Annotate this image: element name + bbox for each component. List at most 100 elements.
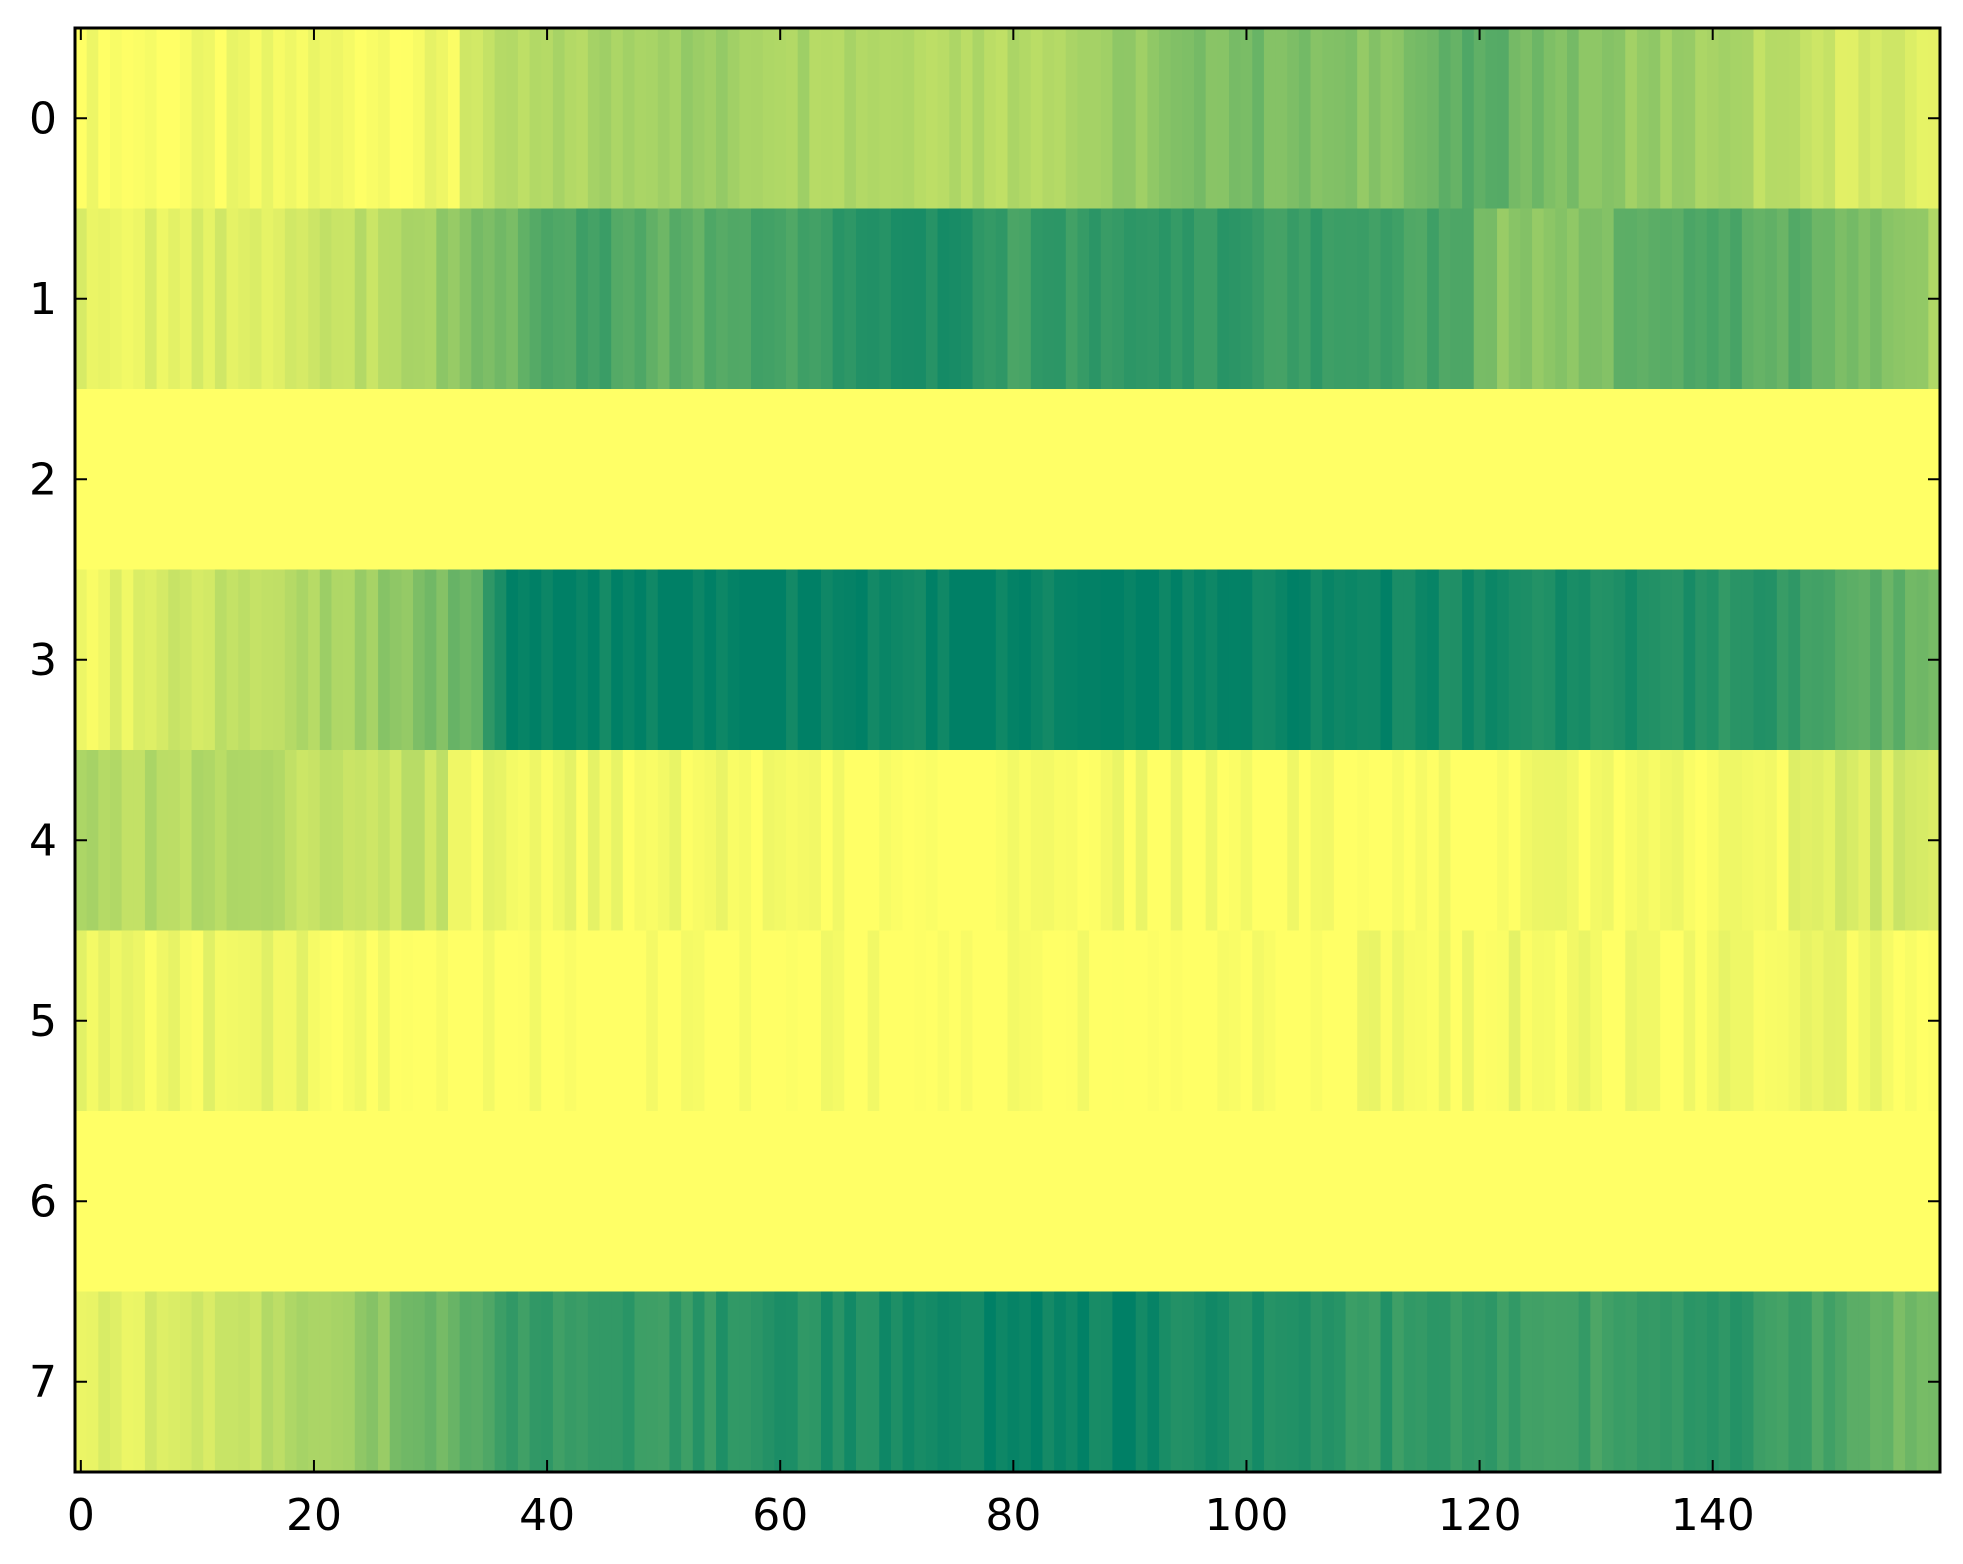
heatmap-cell [1263, 208, 1277, 390]
heatmap-cell [1800, 28, 1813, 210]
heatmap-cell [1683, 1111, 1696, 1293]
heatmap-cell [1368, 750, 1382, 932]
heatmap-cell [541, 28, 554, 210]
heatmap-cell [786, 1291, 799, 1473]
heatmap-cell [1893, 28, 1906, 210]
heatmap-cell [98, 208, 111, 390]
heatmap-cell [821, 1291, 834, 1473]
heatmap-cell [1881, 28, 1894, 210]
heatmap-cell [98, 28, 111, 210]
heatmap-cell [622, 1111, 636, 1293]
heatmap-cell [144, 208, 158, 390]
heatmap-cell [1019, 28, 1032, 210]
heatmap-cell [599, 1111, 612, 1293]
heatmap-cell [1159, 930, 1172, 1112]
heatmap-cell [1077, 1111, 1090, 1293]
heatmap-cell [1590, 569, 1603, 751]
heatmap-cell [1823, 1111, 1836, 1293]
heatmap-cell [296, 1111, 309, 1293]
heatmap-cell [552, 750, 566, 932]
heatmap-cell [1788, 750, 1801, 932]
heatmap-cell [1415, 750, 1428, 932]
heatmap-cell [1252, 389, 1265, 571]
heatmap-cell [1776, 208, 1790, 390]
heatmap-cell [1765, 1291, 1778, 1473]
heatmap-cell [506, 28, 519, 210]
heatmap-cell [855, 1291, 869, 1473]
heatmap-cell [1357, 750, 1370, 932]
heatmap-cell [587, 930, 601, 1112]
heatmap-cell [214, 28, 228, 210]
heatmap-cell [1532, 28, 1545, 210]
heatmap-cell [1718, 1111, 1731, 1293]
heatmap-cell [937, 28, 950, 210]
heatmap-cell [86, 1111, 99, 1293]
heatmap-cell [1403, 389, 1417, 571]
heatmap-cell [611, 930, 624, 1112]
heatmap-cell [1252, 569, 1265, 751]
heatmap-cell [739, 208, 752, 390]
heatmap-cell [1392, 750, 1405, 932]
heatmap-cell [1497, 208, 1510, 390]
heatmap-cell [832, 750, 845, 932]
heatmap-cell [1543, 389, 1556, 571]
heatmap-cell [1019, 569, 1032, 751]
heatmap-cell [144, 569, 158, 751]
heatmap-cell [261, 569, 274, 751]
heatmap-cell [786, 28, 799, 210]
heatmap-cell [634, 1111, 647, 1293]
heatmap-cell [1508, 28, 1521, 210]
heatmap-cell [692, 569, 706, 751]
heatmap-cell [144, 1111, 158, 1293]
heatmap-cell [541, 750, 554, 932]
heatmap-cell [1753, 750, 1766, 932]
heatmap-cell [482, 208, 496, 390]
heatmap-cell [1135, 930, 1148, 1112]
heatmap-cell [1823, 569, 1836, 751]
heatmap-cell [1601, 389, 1615, 571]
heatmap-cell [1287, 28, 1300, 210]
heatmap-cell [1660, 750, 1673, 932]
heatmap-cell [879, 208, 892, 390]
heatmap-cell [179, 1291, 193, 1473]
heatmap-cell [366, 930, 379, 1112]
heatmap-cell [1065, 208, 1079, 390]
heatmap-cell [1275, 208, 1288, 390]
heatmap-cell [529, 569, 542, 751]
heatmap-cell [133, 208, 146, 390]
heatmap-cell [774, 1291, 787, 1473]
heatmap-cell [1893, 389, 1906, 571]
heatmap-cell [809, 389, 822, 571]
heatmap-cell [517, 389, 531, 571]
heatmap-cell [762, 208, 775, 390]
heatmap-cell [506, 930, 519, 1112]
heatmap-cell [494, 750, 507, 932]
heatmap-cell [1275, 1291, 1288, 1473]
heatmap-cell [413, 28, 426, 210]
heatmap-cell [109, 28, 123, 210]
heatmap-cell [1298, 930, 1312, 1112]
heatmap-cell [366, 208, 379, 390]
heatmap-cell [1275, 28, 1288, 210]
heatmap-cell [273, 208, 286, 390]
heatmap-cell [704, 389, 717, 571]
x-tick-label: 60 [752, 1490, 808, 1541]
heatmap-cell [1811, 208, 1825, 390]
heatmap-cell [622, 1291, 636, 1473]
heatmap-cell [1485, 389, 1498, 571]
heatmap-cell [1089, 28, 1102, 210]
heatmap-cell [354, 930, 368, 1112]
heatmap-cell [1380, 750, 1393, 932]
heatmap-cell [1030, 1111, 1044, 1293]
heatmap-cell [459, 930, 472, 1112]
heatmap-cell [1438, 569, 1452, 751]
heatmap-cell [1357, 389, 1370, 571]
heatmap-cell [226, 750, 239, 932]
heatmap-cell [1695, 389, 1708, 571]
heatmap-cell [751, 1291, 764, 1473]
heatmap-cell [564, 750, 577, 932]
heatmap-cell [576, 1291, 589, 1473]
heatmap-cell [401, 750, 414, 932]
heatmap-cell [1788, 930, 1801, 1112]
heatmap-cell [681, 28, 694, 210]
